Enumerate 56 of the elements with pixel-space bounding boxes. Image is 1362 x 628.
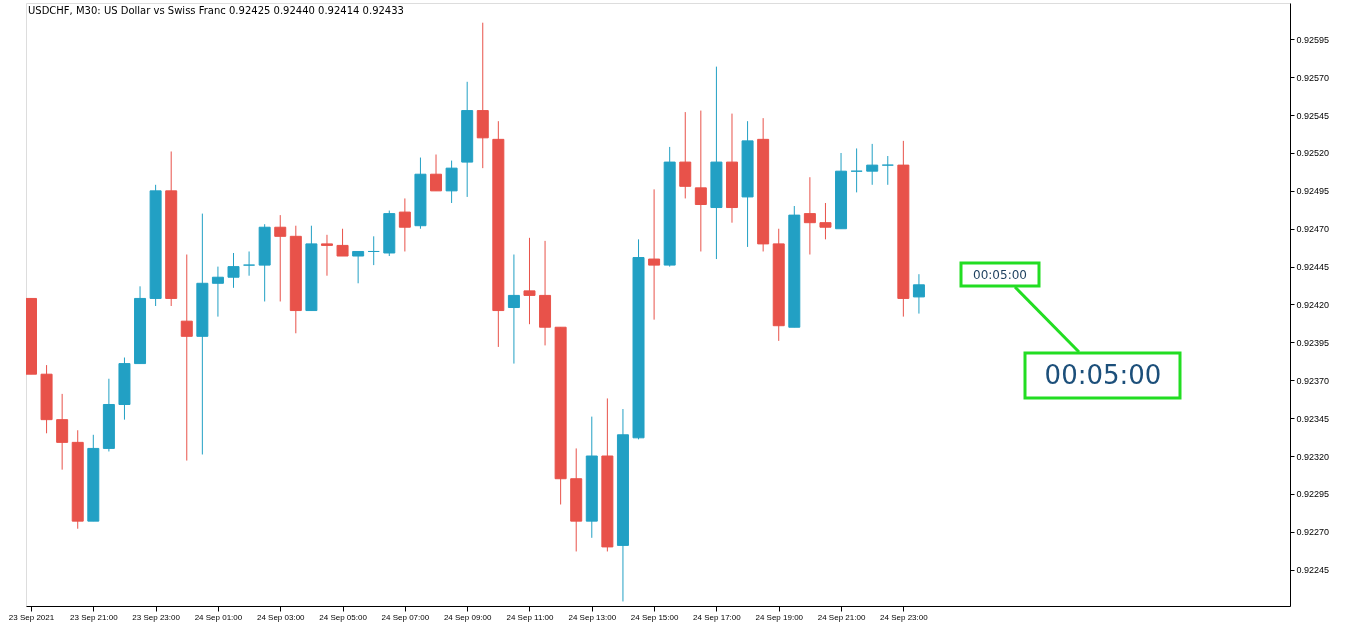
x-tick-label: 24 Sep 01:00	[194, 612, 243, 622]
candlestick	[694, 110, 707, 252]
candlestick	[180, 254, 193, 462]
candlestick	[56, 393, 69, 471]
annotation: 00:05:00	[1044, 360, 1162, 390]
candlestick	[912, 273, 925, 315]
y-tick-label: 0.92395	[1296, 337, 1330, 348]
candlestick	[211, 266, 224, 318]
candlestick	[320, 234, 333, 277]
candlestick	[803, 176, 816, 255]
x-tick-label: 24 Sep 07:00	[381, 612, 430, 622]
y-tick-label: 0.92570	[1296, 72, 1330, 83]
y-tick-label: 0.92270	[1296, 527, 1330, 538]
x-tick-label: 23 Sep 23:00	[132, 612, 181, 622]
candlestick	[850, 147, 863, 193]
x-tick-label: 24 Sep 05:00	[319, 612, 368, 622]
candlestick	[648, 188, 661, 321]
candlestick	[523, 237, 536, 325]
y-tick-label: 0.92545	[1296, 110, 1330, 121]
y-tick-label: 0.92420	[1296, 300, 1330, 310]
x-tick-label: 24 Sep 09:00	[443, 612, 493, 622]
x-tick-label: 23 Sep 2021	[8, 612, 55, 622]
candlestick	[367, 235, 380, 266]
candlestick	[227, 252, 240, 289]
annotation: 00:05:00	[973, 268, 1027, 282]
chart-title: USDCHF, M30: US Dollar vs Swiss Franc 0.92425 0.92440 0.92414 0.92433	[28, 5, 404, 16]
y-tick-label: 0.92245	[1296, 565, 1330, 576]
y-tick-label: 0.92470	[1296, 224, 1330, 235]
y-tick-label: 0.92445	[1296, 262, 1330, 273]
candlestick	[881, 155, 894, 186]
y-tick-label: 0.92320	[1296, 451, 1330, 462]
candlestick	[352, 250, 365, 284]
x-tick-label: 24 Sep 21:00	[817, 612, 866, 622]
x-tick-label: 24 Sep 23:00	[880, 612, 929, 622]
x-tick-label: 24 Sep 03:00	[256, 612, 306, 622]
candlestick	[274, 214, 287, 302]
y-tick-label: 0.92370	[1296, 375, 1330, 386]
candlestick	[866, 143, 879, 186]
y-tick-label: 0.92520	[1296, 148, 1330, 159]
x-tick-label: 23 Sep 21:00	[70, 612, 119, 622]
x-tick-label: 24 Sep 17:00	[693, 612, 742, 622]
x-tick-label: 24 Sep 11:00	[506, 612, 555, 622]
candlestick	[336, 228, 349, 257]
candlestick	[819, 202, 832, 240]
candlestick	[507, 254, 520, 365]
y-tick-label: 0.92595	[1296, 34, 1330, 45]
y-tick-label: 0.92295	[1296, 489, 1330, 500]
x-tick-label: 24 Sep 15:00	[630, 612, 679, 622]
candlestick	[430, 154, 443, 192]
candlestick	[243, 250, 256, 277]
y-tick-label: 0.92345	[1296, 413, 1330, 424]
candlestick	[445, 160, 458, 204]
y-tick-label: 0.92495	[1296, 186, 1330, 197]
x-tick-label: 24 Sep 13:00	[568, 612, 617, 622]
x-tick-label: 24 Sep 19:00	[755, 612, 804, 622]
candlestick	[398, 197, 411, 252]
